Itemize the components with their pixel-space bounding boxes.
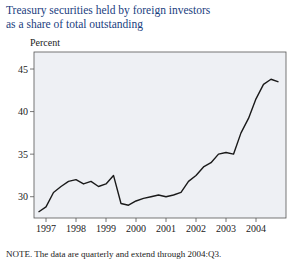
x-tick [196,218,197,222]
y-tick-label: 30 [18,191,28,202]
x-tick [226,218,227,222]
title: Treasury securities held by foreign inve… [6,4,211,17]
y-tick-label: 35 [18,149,28,160]
y-tick [30,154,34,155]
y-tick [30,111,34,112]
x-tick-label: 2001 [156,223,176,234]
plot-area [39,79,279,212]
x-tick-label: 1998 [66,223,86,234]
x-tick-label: 2004 [246,223,266,234]
x-tick [46,218,47,222]
x-tick-label: 2000 [126,223,146,234]
x-tick-label: 2003 [216,223,236,234]
plot-frame [34,52,286,218]
x-tick [76,218,77,222]
y-axis-label: Percent [30,37,60,48]
y-tick [30,196,34,197]
y-tick [30,69,34,70]
x-tick-label: 1999 [96,223,116,234]
x-tick-label: 1997 [36,223,56,234]
data-line [39,79,279,212]
plot-background [34,52,286,218]
x-tick [136,218,137,222]
x-tick [256,218,257,222]
x-tick [106,218,107,222]
y-tick-label: 45 [18,64,28,75]
y-tick-label: 40 [18,106,28,117]
subtitle: as a share of total outstanding [6,18,143,31]
x-tick [166,218,167,222]
note: NOTE. The data are quarterly and extend … [6,249,221,259]
x-tick-label: 2002 [186,223,206,234]
chart: Treasury securities held by foreign inve… [0,0,297,264]
